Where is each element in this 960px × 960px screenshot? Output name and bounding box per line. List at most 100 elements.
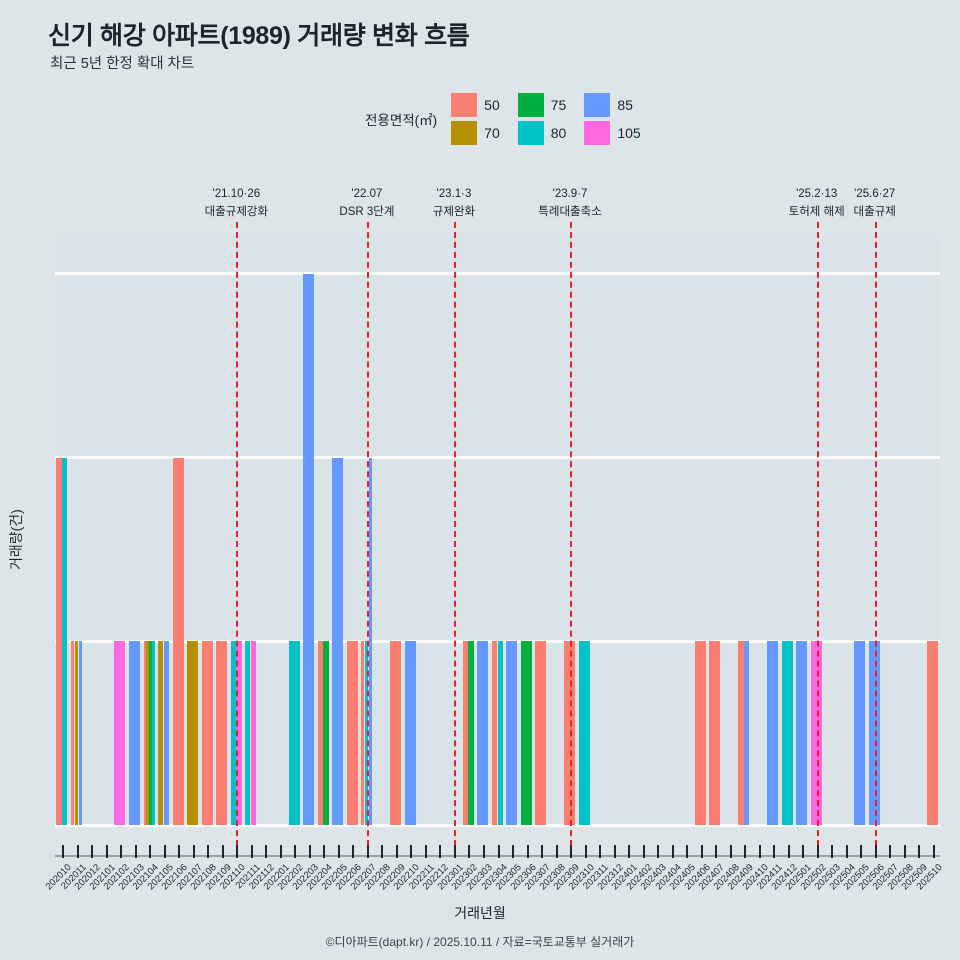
bar-202104-50[interactable] — [143, 641, 146, 825]
bar-202011-70[interactable] — [74, 641, 79, 825]
bar-202104-75[interactable] — [149, 641, 152, 825]
bar-202111-105[interactable] — [250, 641, 257, 825]
bar-202102-105[interactable] — [114, 641, 126, 825]
x-tick-202306 — [526, 845, 529, 858]
legend-item-50[interactable]: 50 — [451, 93, 500, 117]
bar-202409-85[interactable] — [744, 641, 750, 825]
bar-202107-70[interactable] — [187, 641, 199, 825]
bar-202302-75[interactable] — [468, 641, 474, 825]
legend-swatch-70 — [451, 121, 478, 145]
x-tick-202401 — [628, 845, 631, 858]
bar-202010-80[interactable] — [62, 457, 68, 825]
x-tick-202209 — [395, 845, 398, 858]
event-line-202502 — [816, 222, 819, 856]
bar-202306-75[interactable] — [520, 641, 532, 825]
bar-202209-50[interactable] — [390, 641, 402, 825]
bar-202304-80[interactable] — [497, 641, 503, 825]
bar-202010-50[interactable] — [56, 457, 62, 825]
x-tick-202409 — [744, 845, 747, 858]
bar-202011-50[interactable] — [70, 641, 75, 825]
legend-label-70: 70 — [484, 125, 500, 141]
bar-202407-50[interactable] — [709, 641, 721, 825]
event-line-202301 — [453, 222, 456, 856]
bar-202202-80[interactable] — [288, 641, 300, 825]
bar-202412-80[interactable] — [781, 641, 793, 825]
x-tick-202310 — [584, 845, 587, 858]
bar-202303-85[interactable] — [477, 641, 489, 825]
x-tick-202410 — [758, 845, 761, 858]
x-tick-202406 — [700, 845, 703, 858]
x-tick-202112 — [265, 845, 268, 858]
bar-202105-85[interactable] — [163, 641, 169, 825]
legend-item-80[interactable]: 80 — [517, 121, 566, 145]
bar-202204-75[interactable] — [323, 641, 329, 825]
bar-202210-85[interactable] — [404, 641, 416, 825]
x-tick-202103 — [134, 845, 137, 858]
x-tick-202407 — [715, 845, 718, 858]
legend-item-85[interactable]: 85 — [584, 93, 640, 117]
x-tick-202012 — [91, 845, 94, 858]
bar-202501-85[interactable] — [796, 641, 808, 825]
bar-202207-50[interactable] — [361, 641, 365, 825]
bar-202409-50[interactable] — [738, 641, 744, 825]
x-tick-202106 — [178, 845, 181, 858]
x-tick-202104 — [149, 845, 152, 858]
legend-swatch-105 — [584, 121, 611, 145]
bar-202310-80[interactable] — [578, 641, 590, 825]
event-label-202110: '21.10·26 대출규제강화 — [205, 188, 268, 219]
legend-swatch-80 — [517, 121, 544, 145]
legend-item-105[interactable]: 105 — [584, 121, 641, 145]
bar-202309-50[interactable] — [564, 641, 576, 825]
bar-202307-50[interactable] — [535, 641, 547, 825]
bar-202411-85[interactable] — [767, 641, 779, 825]
event-name-202301: 규제완화 — [432, 206, 476, 218]
bar-202103-85[interactable] — [128, 641, 140, 825]
bar-202406-50[interactable] — [694, 641, 706, 825]
bar-202304-50[interactable] — [491, 641, 497, 825]
bar-202106-50[interactable] — [172, 457, 184, 825]
x-axis-label: 거래년월 — [454, 905, 506, 921]
legend-title: 전용면적(㎡) — [365, 113, 438, 128]
x-tick-202501 — [802, 845, 805, 858]
event-label-202301: '23.1·3 규제완화 — [433, 188, 475, 219]
bar-202305-85[interactable] — [506, 641, 518, 825]
legend-item-75[interactable]: 75 — [517, 93, 566, 117]
gridline-2 — [55, 456, 940, 459]
bar-202204-50[interactable] — [317, 641, 323, 825]
legend-items: 50 75 85 70 80 105 — [451, 93, 641, 145]
bar-202104-80[interactable] — [152, 641, 155, 825]
x-tick-202211 — [424, 845, 427, 858]
bar-202109-50[interactable] — [216, 641, 228, 825]
bar-202206-50[interactable] — [346, 641, 358, 825]
bar-202110-80[interactable] — [230, 641, 236, 825]
event-date-202502: '25.2·13 — [796, 188, 838, 200]
x-tick-202203 — [308, 845, 311, 858]
x-tick-202403 — [657, 845, 660, 858]
bar-202207-80[interactable] — [364, 641, 369, 825]
x-tick-202011 — [76, 845, 79, 858]
x-tick-202506 — [874, 845, 877, 858]
bar-202510-50[interactable] — [926, 641, 938, 825]
bar-202011-85[interactable] — [78, 641, 82, 825]
bar-202108-50[interactable] — [201, 641, 213, 825]
x-tick-202110 — [236, 845, 239, 858]
bar-202110-105[interactable] — [236, 641, 242, 825]
bar-202207-85[interactable] — [368, 457, 373, 825]
x-tick-202210 — [410, 845, 413, 858]
bar-202506-85[interactable] — [868, 641, 880, 825]
page-title: 신기 해강 아파트(1989) 거래량 변화 흐름 — [48, 22, 470, 50]
bar-202104-70[interactable] — [146, 641, 149, 825]
x-tick-202311 — [599, 845, 602, 858]
bar-202203-85[interactable] — [303, 273, 315, 825]
bar-202505-85[interactable] — [854, 641, 866, 825]
bar-202105-70[interactable] — [158, 641, 164, 825]
x-tick-202010 — [62, 845, 65, 858]
bar-202111-80[interactable] — [245, 641, 251, 825]
bar-202502-105[interactable] — [810, 641, 822, 825]
event-name-202502: 토허제 해제 — [788, 206, 845, 218]
legend-item-70[interactable]: 70 — [451, 121, 500, 145]
bar-202302-50[interactable] — [462, 641, 468, 825]
bar-202205-85[interactable] — [332, 457, 344, 825]
x-tick-202402 — [642, 845, 645, 858]
x-tick-202504 — [845, 845, 848, 858]
